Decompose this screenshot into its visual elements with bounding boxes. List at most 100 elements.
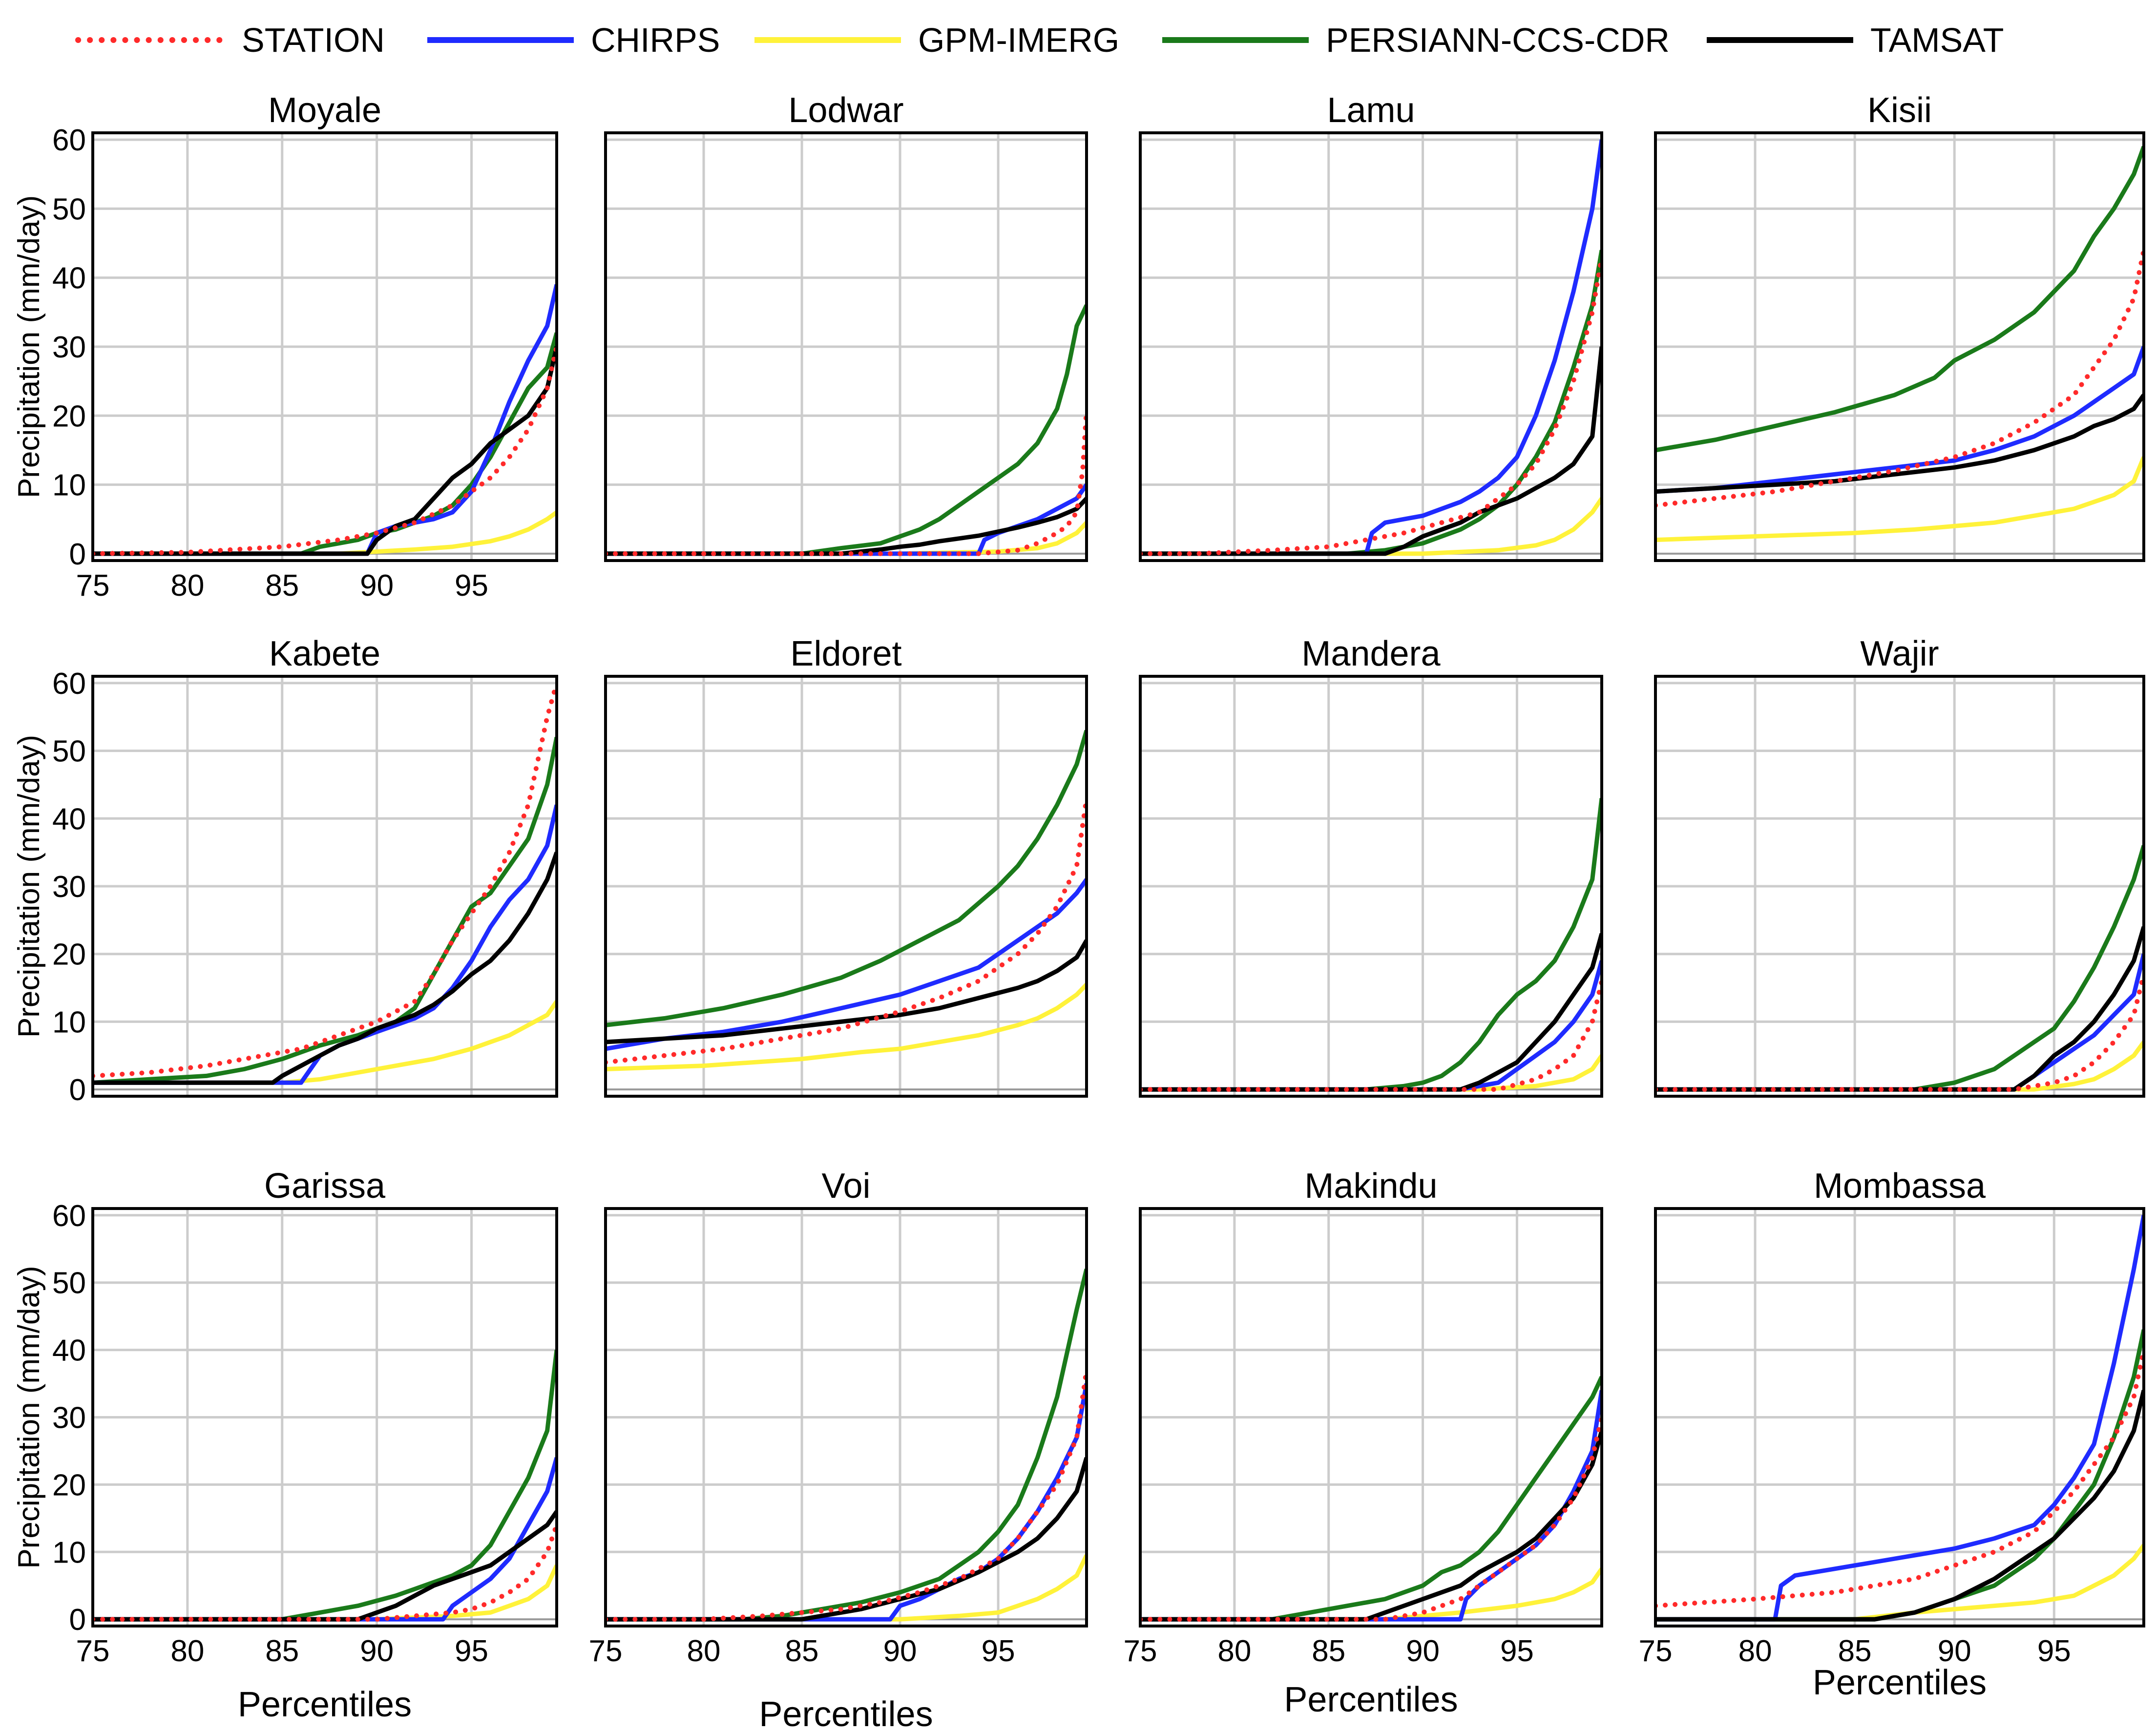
x-tick-label: 90	[360, 569, 394, 603]
legend-label-tamsat: TAMSAT	[1870, 21, 2004, 59]
plot-frame	[604, 675, 1088, 1098]
panel-title: Garissa	[264, 1167, 386, 1206]
y-tick-label: 10	[52, 469, 86, 502]
series-chirps-eldoret	[606, 878, 1087, 1051]
series-station-moyale	[93, 344, 557, 556]
series-station-makindu	[1140, 1415, 1602, 1622]
panel-title: Mombassa	[1814, 1167, 1986, 1206]
axis-titles: Precipitation (mm/day) Precipitation (mm/…	[12, 195, 1987, 1731]
legend-label-imerg: GPM-IMERG	[918, 21, 1119, 59]
series-chirps-kisii	[1655, 346, 2144, 494]
x-tick-label: 85	[1838, 1634, 1872, 1668]
series-tamsat-lodwar	[606, 497, 1087, 556]
y-tick-label: 40	[52, 1334, 86, 1368]
series-persiann-ccs-cdr-makindu	[1140, 1376, 1602, 1622]
x-axis-title: Percentiles	[759, 1695, 933, 1731]
y-axis-title: Precipitation (mm/day)	[12, 1266, 46, 1568]
panel-voi: Voi 75 80 85 90 95	[589, 1167, 1088, 1668]
panel-title: Lodwar	[788, 91, 903, 130]
plot-frame	[1654, 1207, 2145, 1627]
legend-label-chirps: CHIRPS	[591, 21, 720, 59]
plot-frame	[604, 1207, 1088, 1627]
panel-title: Makindu	[1304, 1167, 1437, 1206]
plot-frame	[1139, 675, 1603, 1098]
series-persiann-ccs-cdr-mandera	[1140, 798, 1602, 1092]
plot-frame	[1139, 131, 1603, 562]
series-tamsat-eldoret	[606, 939, 1087, 1044]
x-axis-title: Percentiles	[1813, 1663, 1987, 1702]
y-tick-label: 20	[52, 399, 86, 433]
panel-makindu: Makindu 75 80 85 90 95	[1124, 1167, 1603, 1668]
plot-frame	[91, 131, 558, 562]
x-tick-label: 85	[265, 569, 299, 603]
series-tamsat-makindu	[1140, 1430, 1602, 1622]
y-tick-label: 60	[52, 1199, 86, 1233]
y-tick-label: 30	[52, 1401, 86, 1435]
y-tick-label: 10	[52, 1536, 86, 1569]
series-station-eldoret	[606, 795, 1087, 1065]
x-tick-label: 95	[1500, 1634, 1534, 1668]
y-tick-label: 60	[52, 667, 86, 701]
x-tick-label: 95	[455, 1634, 488, 1668]
y-tick-label: 40	[52, 262, 86, 295]
panel-garissa: Garissa 0 10 20 30 40 50 60 75 80 85 90 95	[52, 1167, 558, 1668]
x-tick-label: 80	[170, 569, 204, 603]
series-station-garissa	[93, 1522, 557, 1622]
panel-title: Lamu	[1327, 91, 1415, 130]
x-axis-title: Percentiles	[1284, 1680, 1458, 1719]
series-tamsat-kabete	[93, 852, 557, 1085]
y-tick-label: 0	[69, 1603, 86, 1637]
x-tick-label: 85	[1312, 1634, 1345, 1668]
y-tick-label: 0	[69, 1073, 86, 1107]
y-tick-label: 20	[52, 938, 86, 972]
panel-title: Wajir	[1860, 634, 1939, 673]
x-tick-label: 90	[360, 1634, 394, 1668]
x-tick-label: 95	[2037, 1634, 2071, 1668]
series-gpm-imerg-wajir	[1655, 1041, 2144, 1092]
y-tick-label: 50	[52, 735, 86, 769]
series-tamsat-mandera	[1140, 933, 1602, 1092]
x-tick-label: 75	[1639, 1634, 1673, 1668]
panel-kisii: Kisii	[1654, 91, 2145, 562]
y-tick-label: 40	[52, 802, 86, 836]
y-tick-label: 30	[52, 870, 86, 904]
series-station-lamu	[1140, 254, 1602, 556]
series-persiann-ccs-cdr-wajir	[1655, 845, 2144, 1092]
panel-title: Voi	[821, 1167, 870, 1206]
series-station-mandera	[1140, 979, 1602, 1092]
plot-frame	[1654, 675, 2145, 1098]
plot-frame	[91, 675, 558, 1098]
plot-frame	[604, 131, 1088, 562]
plot-frame	[91, 1207, 558, 1627]
panel-mandera: Mandera	[1139, 634, 1603, 1098]
series-persiann-ccs-cdr-kabete	[93, 736, 557, 1085]
x-tick-label: 75	[589, 1634, 623, 1668]
panel-lamu: Lamu	[1139, 91, 1603, 562]
series-station-kisii	[1655, 248, 2144, 508]
series-tamsat-lamu	[1140, 346, 1602, 556]
panel-title: Eldoret	[790, 634, 901, 673]
series-station-lodwar	[606, 406, 1087, 556]
x-tick-label: 95	[982, 1634, 1015, 1668]
x-tick-label: 80	[687, 1634, 721, 1668]
series-tamsat-kisii	[1655, 394, 2144, 494]
series-chirps-kabete	[93, 804, 557, 1085]
series-persiann-ccs-cdr-garissa	[93, 1350, 557, 1622]
y-tick-label: 50	[52, 192, 86, 226]
x-tick-label: 95	[455, 569, 488, 603]
y-tick-label: 0	[69, 538, 86, 571]
x-tick-label: 85	[265, 1634, 299, 1668]
series-gpm-imerg-voi	[606, 1554, 1087, 1622]
x-tick-label: 80	[1738, 1634, 1772, 1668]
series-tamsat-mombassa	[1655, 1390, 2144, 1622]
x-tick-label: 75	[76, 569, 110, 603]
series-persiann-ccs-cdr-lodwar	[606, 304, 1087, 556]
y-tick-label: 50	[52, 1267, 86, 1300]
series-gpm-imerg-lamu	[1140, 497, 1602, 556]
x-tick-label: 75	[76, 1634, 110, 1668]
series-persiann-ccs-cdr-kisii	[1655, 146, 2144, 453]
panel-moyale: Moyale 0 10 20 30 40 50 60 75 80 85 90 95	[52, 91, 558, 603]
x-tick-label: 90	[1406, 1634, 1440, 1668]
x-tick-label: 85	[785, 1634, 819, 1668]
